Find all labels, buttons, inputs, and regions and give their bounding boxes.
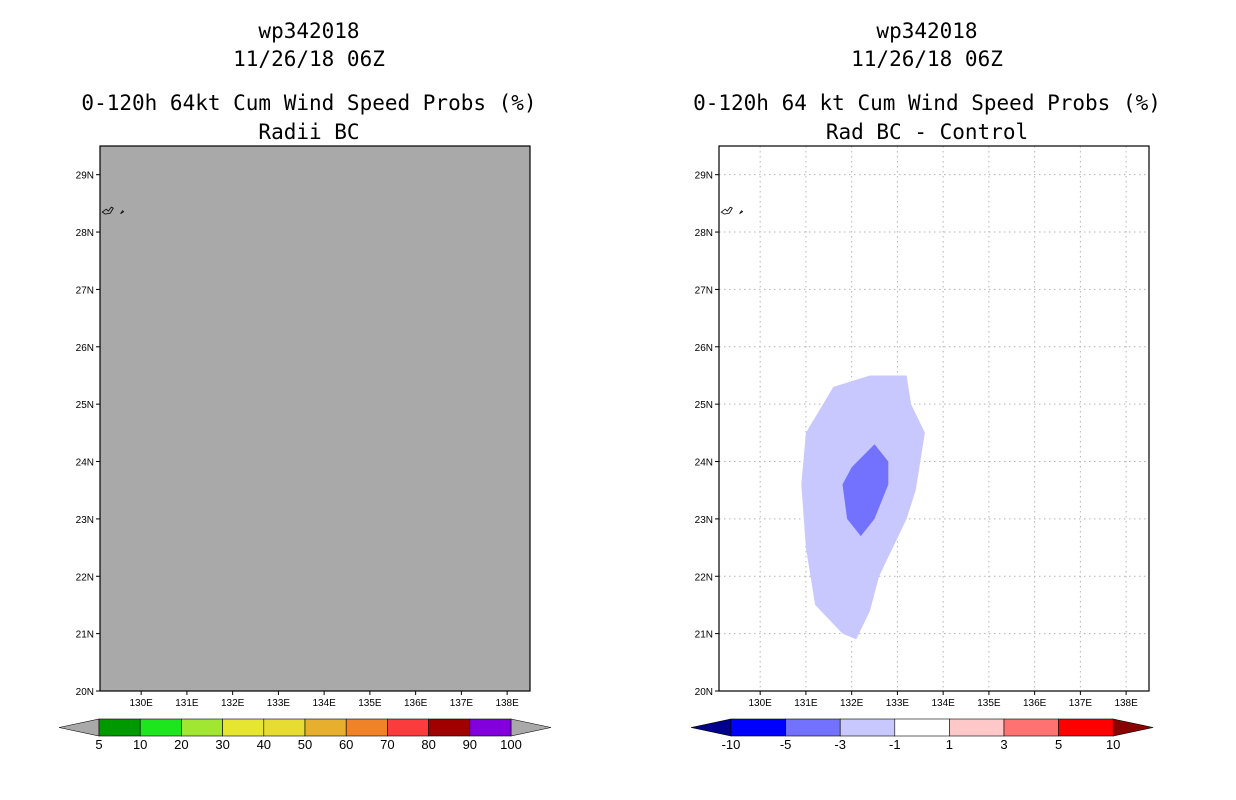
colorbar-label: 20	[174, 737, 188, 752]
lat-tick-label: 29N	[76, 171, 94, 182]
colorbar-label: 1	[946, 737, 953, 752]
lon-tick-label: 134E	[312, 698, 336, 709]
island-outline	[101, 206, 114, 215]
lat-tick-label: 26N	[76, 343, 94, 354]
colorbar-low-arrow	[690, 718, 732, 737]
colorbar-label: 5	[95, 737, 102, 752]
lon-tick-label: 136E	[404, 698, 428, 709]
colorbar-swatch	[894, 718, 950, 737]
colorbar-swatch	[1058, 718, 1114, 737]
lon-tick-label: 135E	[977, 698, 1001, 709]
colorbar-low-arrow	[58, 718, 100, 737]
colorbar-swatch	[222, 718, 265, 737]
lat-tick-label: 29N	[695, 171, 713, 182]
lon-tick-label: 131E	[175, 698, 199, 709]
right-title-product: 0-120h 64 kt Cum Wind Speed Probs (%)	[693, 91, 1161, 115]
lon-tick-label: 137E	[1069, 698, 1093, 709]
lon-tick-label: 135E	[358, 698, 382, 709]
colorbar-label: 10	[133, 737, 147, 752]
colorbar-label: 70	[380, 737, 394, 752]
colorbar-swatch	[139, 718, 182, 737]
right-map-panel: 130E 131E 132E 133E 134E 135E 136E 137E 138E 20N 2…	[695, 145, 1150, 709]
map-frame	[718, 145, 1150, 692]
probability-difference-contour	[842, 444, 889, 537]
colorbar-swatch	[181, 718, 223, 737]
colorbar-swatch	[839, 718, 896, 737]
colorbar-label: 3	[1000, 737, 1007, 752]
lat-tick-label: 21N	[695, 630, 713, 641]
lat-tick-label: 27N	[76, 285, 94, 296]
colorbar-label: 80	[421, 737, 435, 752]
lat-tick-label: 21N	[76, 630, 94, 641]
colorbar-high-arrow	[510, 718, 552, 737]
colorbar-label: 90	[463, 737, 477, 752]
colorbar-label: -10	[722, 737, 741, 752]
right-title-storm-id: wp342018	[876, 19, 978, 43]
lat-tick-label: 28N	[695, 228, 713, 239]
colorbar-swatch	[263, 718, 306, 737]
colorbar-label: 5	[1055, 737, 1062, 752]
left-title-product: 0-120h 64kt Cum Wind Speed Probs (%)	[81, 91, 537, 115]
left-map-panel: 130E 131E 132E 133E 134E 135E 136E 137E 138E 20N 2…	[76, 145, 531, 709]
lat-tick-label: 22N	[695, 572, 713, 583]
colorbar-swatch	[428, 718, 471, 737]
colorbar-label: -5	[780, 737, 792, 752]
colorbar-label: 50	[298, 737, 312, 752]
lat-tick-label: 20N	[695, 687, 713, 698]
left-colorbar: 5 10 20 30 40 50 60 70 80 90 100	[58, 718, 552, 752]
colorbar-label: -3	[834, 737, 846, 752]
lon-tick-label: 132E	[840, 698, 864, 709]
lon-tick-label: 131E	[794, 698, 818, 709]
right-title-datetime: 11/26/18 06Z	[851, 47, 1003, 71]
lat-tick-label: 24N	[695, 458, 713, 469]
lon-tick-label: 138E	[1114, 698, 1138, 709]
island-outline	[720, 206, 733, 215]
colorbar-swatch	[387, 718, 429, 737]
colorbar-label: 60	[339, 737, 353, 752]
colorbar-label: 10	[1106, 737, 1120, 752]
colorbar-label: 30	[215, 737, 229, 752]
no-data-fill	[100, 146, 530, 691]
colorbar-swatch	[785, 718, 841, 737]
colorbar-label: 40	[257, 737, 271, 752]
colorbar-swatch	[98, 718, 141, 737]
lat-tick-label: 28N	[76, 228, 94, 239]
lon-tick-label: 132E	[221, 698, 245, 709]
left-title-subtitle: Radii BC	[258, 120, 360, 144]
island-outline	[739, 210, 744, 215]
lon-tick-label: 137E	[450, 698, 474, 709]
lat-tick-label: 23N	[695, 515, 713, 526]
lat-tick-label: 22N	[76, 572, 94, 583]
lat-tick-label: 25N	[695, 400, 713, 411]
island-outline	[120, 210, 125, 215]
lat-tick-label: 25N	[76, 400, 94, 411]
lon-tick-label: 130E	[129, 698, 153, 709]
lon-tick-label: 133E	[886, 698, 910, 709]
colorbar-label: 100	[500, 737, 522, 752]
left-title-storm-id: wp342018	[258, 19, 360, 43]
lat-tick-label: 26N	[695, 343, 713, 354]
lat-tick-label: 20N	[76, 687, 94, 698]
lon-tick-label: 130E	[748, 698, 772, 709]
map-frame	[99, 145, 531, 692]
right-title-subtitle: Rad BC - Control	[825, 120, 1029, 144]
left-title-datetime: 11/26/18 06Z	[233, 47, 385, 71]
lon-tick-label: 138E	[495, 698, 519, 709]
lat-tick-label: 24N	[76, 458, 94, 469]
right-colorbar: -10 -5 -3 -1 1 3 5 10	[690, 718, 1154, 752]
colorbar-swatch	[730, 718, 786, 737]
colorbar-swatch	[949, 718, 1005, 737]
lon-tick-label: 133E	[267, 698, 291, 709]
lon-tick-label: 134E	[931, 698, 955, 709]
colorbar-label: -1	[889, 737, 901, 752]
lat-tick-label: 27N	[695, 285, 713, 296]
colorbar-swatch	[1003, 718, 1059, 737]
lon-tick-label: 136E	[1023, 698, 1047, 709]
colorbar-swatch	[304, 718, 347, 737]
lat-tick-label: 23N	[76, 515, 94, 526]
colorbar-swatch	[345, 718, 388, 737]
colorbar-swatch	[469, 718, 512, 737]
colorbar-high-arrow	[1112, 718, 1154, 737]
